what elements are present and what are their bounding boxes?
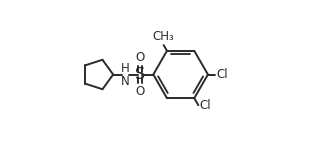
Text: O: O — [135, 51, 145, 64]
Text: Cl: Cl — [216, 68, 228, 81]
Text: O: O — [135, 85, 145, 98]
Text: CH₃: CH₃ — [152, 30, 174, 43]
Text: S: S — [135, 67, 145, 82]
Text: N: N — [121, 74, 130, 87]
Text: Cl: Cl — [199, 99, 211, 112]
Text: H: H — [121, 62, 130, 74]
